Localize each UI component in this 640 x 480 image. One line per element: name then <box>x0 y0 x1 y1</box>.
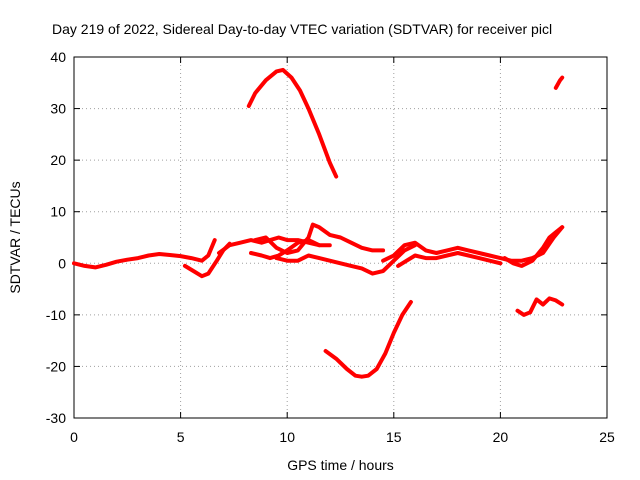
series-line-track-h <box>323 300 413 379</box>
series-line-track-m <box>553 75 565 90</box>
data-series <box>72 67 565 379</box>
y-tick-label: -10 <box>46 307 66 323</box>
series-line-track-a <box>72 238 217 270</box>
x-axis-title: GPS time / hours <box>287 457 394 473</box>
y-tick-label: 20 <box>50 152 66 168</box>
series-line-track-e <box>253 222 386 255</box>
x-tick-label: 20 <box>493 429 509 445</box>
axis-ticks: 0 5 10 15 20 25 -30 -20 -10 0 10 20 30 40 <box>46 49 615 445</box>
series-line-track-d <box>246 67 339 179</box>
y-tick-label: 30 <box>50 101 66 117</box>
x-tick-label: 25 <box>599 429 615 445</box>
y-axis-title: SDTVAR / TECUs <box>7 181 23 293</box>
y-tick-label: -20 <box>46 358 66 374</box>
series-line-track-l <box>515 296 565 317</box>
x-tick-label: 10 <box>279 429 295 445</box>
series-line-track-g <box>274 243 418 276</box>
series-line-track-f <box>249 238 322 261</box>
x-tick-label: 0 <box>70 429 78 445</box>
y-tick-label: 0 <box>58 255 66 271</box>
y-tick-label: -30 <box>46 410 66 426</box>
x-tick-label: 15 <box>386 429 402 445</box>
y-tick-label: 10 <box>50 204 66 220</box>
series-line-track-k <box>502 225 565 268</box>
plot-frame <box>73 56 608 419</box>
x-tick-label: 5 <box>177 429 185 445</box>
y-tick-label: 40 <box>50 49 66 65</box>
grid <box>74 57 607 418</box>
series-line-track-j <box>396 251 503 268</box>
chart-title: Day 219 of 2022, Sidereal Day-to-day VTE… <box>52 21 552 37</box>
